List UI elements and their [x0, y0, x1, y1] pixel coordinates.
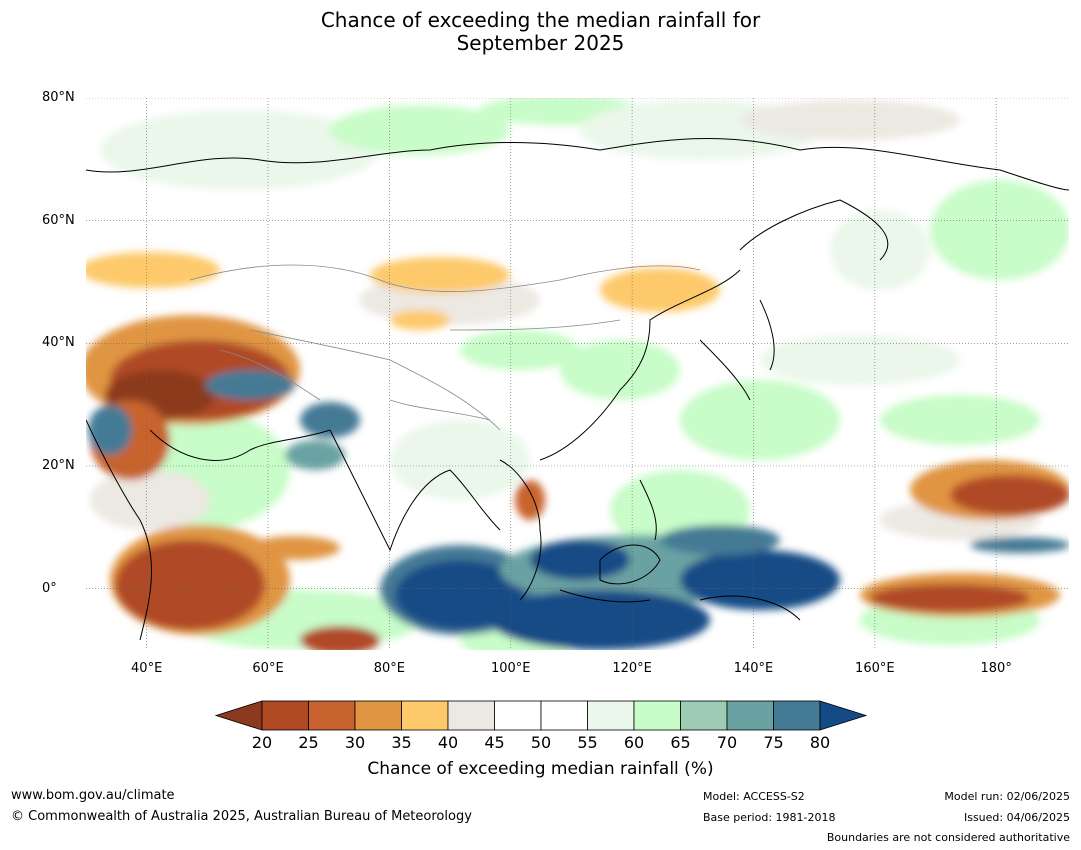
longitude-label: 140°E — [733, 661, 774, 676]
colorbar-tick-label: 25 — [298, 733, 319, 752]
longitude-label: 100°E — [490, 661, 531, 676]
colorbar — [214, 700, 868, 731]
title-line-1: Chance of exceeding the median rainfall … — [320, 8, 761, 32]
map-title: Chance of exceeding the median rainfall … — [0, 9, 1081, 55]
longitude-label: 180° — [980, 661, 1012, 676]
colorbar-low-arrow — [214, 700, 263, 731]
latitude-label: 60°N — [42, 212, 75, 228]
colorbar-segment — [726, 700, 774, 731]
latitude-label: 20°N — [42, 458, 75, 473]
longitude-label: 120°E — [612, 661, 652, 676]
latitude-label: 80°N — [42, 90, 75, 105]
colorbar-tick-label: 40 — [437, 733, 459, 752]
colorbar-segment — [354, 700, 402, 731]
colorbar-segment — [261, 700, 309, 731]
gridlines — [86, 98, 1069, 650]
issued-date: Issued: 04/06/2025 — [963, 811, 1070, 824]
rainfall-probability-field — [86, 98, 1069, 650]
title-line-2: September 2025 — [456, 31, 625, 55]
colorbar-tick-label: 70 — [716, 733, 738, 752]
latitude-label: 40°N — [42, 335, 75, 351]
colorbar-tick-label: 50 — [530, 733, 552, 752]
colorbar-tick-label: 60 — [623, 733, 645, 752]
model-run: Model run: 02/06/2025 — [944, 790, 1070, 803]
model-name: Model: ACCESS-S2 — [703, 790, 805, 803]
colorbar-tick-label: 30 — [344, 733, 366, 752]
copyright-text: © Commonwealth of Australia 2025, Austra… — [11, 809, 472, 824]
longitude-label: 80°E — [373, 661, 406, 676]
colorbar-high-arrow — [819, 700, 868, 731]
colorbar-segment — [587, 700, 635, 731]
colorbar-tick-label: 65 — [670, 733, 691, 752]
colorbar-segment — [773, 700, 821, 731]
longitude-label: 40°E — [131, 661, 163, 676]
boundaries-disclaimer: Boundaries are not considered authoritat… — [826, 831, 1070, 844]
colorbar-tick-label: 80 — [809, 733, 831, 752]
colorbar-segment — [494, 700, 542, 731]
colorbar-tick-label: 45 — [484, 733, 505, 752]
colorbar-label: Chance of exceeding median rainfall (%) — [367, 759, 714, 779]
colorbar-tick-label: 55 — [577, 733, 598, 752]
colorbar-segment — [633, 700, 681, 731]
colorbar-segment — [447, 700, 495, 731]
colorbar-segment — [540, 700, 588, 731]
colorbar-tick-label: 35 — [391, 733, 412, 752]
colorbar-segment — [680, 700, 728, 731]
longitude-label: 160°E — [855, 661, 895, 676]
website-link[interactable]: www.bom.gov.au/climate — [11, 788, 175, 803]
colorbar-segment — [401, 700, 449, 731]
colorbar-tick-label: 20 — [251, 733, 273, 752]
map-area — [86, 98, 1069, 650]
country-boundaries — [189, 264, 701, 431]
latitude-label: 0° — [42, 580, 57, 596]
base-period: Base period: 1981-2018 — [703, 811, 836, 824]
colorbar-tick-label: 75 — [763, 733, 784, 752]
longitude-label: 60°E — [252, 661, 284, 676]
colorbar-segment — [308, 700, 356, 731]
coastlines — [86, 137, 1069, 641]
